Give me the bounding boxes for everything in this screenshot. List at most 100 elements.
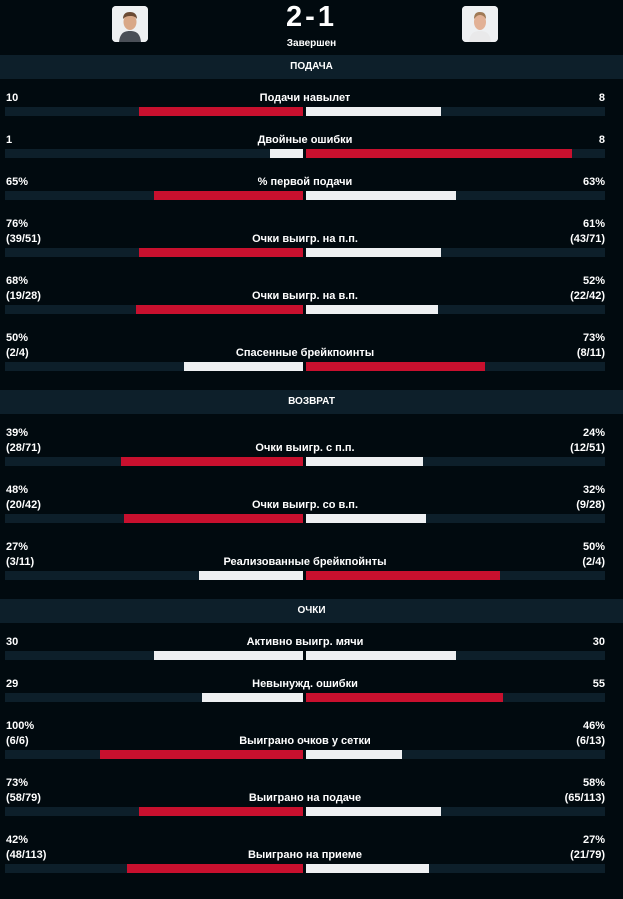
left-bar-track <box>5 651 303 660</box>
left-bar-track <box>5 514 303 523</box>
right-bar-fill <box>306 149 572 158</box>
left-bar-fill <box>202 693 303 702</box>
right-bar-fill <box>306 457 423 466</box>
left-player-value: 27% (3/11) <box>6 541 35 568</box>
stat-row: 30 30 Активно выигр. мячи <box>0 635 623 677</box>
left-player-value: 30 <box>6 636 19 648</box>
right-player-value: 61% (43/71) <box>570 218 605 245</box>
left-bar-track <box>5 362 303 371</box>
left-bar-track <box>5 191 303 200</box>
stat-label: Выиграно на подаче <box>248 792 362 804</box>
left-player-value: 65% <box>6 176 29 188</box>
left-bar-fill <box>154 651 303 660</box>
right-bar-fill <box>306 807 441 816</box>
stat-row: 1 8 Двойные ошибки <box>0 133 623 175</box>
right-player-value: 58% (65/113) <box>564 777 605 804</box>
right-bar-track <box>306 149 605 158</box>
right-player-value: 52% (22/42) <box>570 275 605 302</box>
right-bar-fill <box>306 191 456 200</box>
left-player-value: 76% (39/51) <box>6 218 41 245</box>
stat-row: 29 55 Невынужд. ошибки <box>0 677 623 719</box>
right-player-value: 24% (12/51) <box>570 427 605 454</box>
left-player-value: 29 <box>6 678 19 690</box>
stat-label: Подачи навылет <box>259 92 351 104</box>
left-player-value: 48% (20/42) <box>6 484 41 511</box>
right-bar-track <box>306 457 605 466</box>
stat-label: Двойные ошибки <box>257 134 353 146</box>
stat-row: 50% (2/4) 73% (8/11) Спасенные брейкпоинты <box>0 331 623 390</box>
left-bar-fill <box>139 107 303 116</box>
stat-row: 73% (58/79) 58% (65/113) Выиграно на подач… <box>0 776 623 833</box>
stat-row: 100% (6/6) 46% (6/13) Выиграно очков у сет… <box>0 719 623 776</box>
left-bar-fill <box>270 149 303 158</box>
right-bar-track <box>306 107 605 116</box>
match-status: Завершен <box>286 38 337 49</box>
stat-label: Очки выигр. с п.п. <box>255 442 355 454</box>
right-bar-track <box>306 514 605 523</box>
player-left-avatar-icon[interactable] <box>112 6 148 42</box>
right-bar-fill <box>306 514 426 523</box>
right-bar-track <box>306 651 605 660</box>
right-bar-track <box>306 191 605 200</box>
stat-label: Невынужд. ошибки <box>252 678 358 690</box>
left-player-value: 42% (48/113) <box>6 834 47 861</box>
left-bar-track <box>5 107 303 116</box>
stat-label: % первой подачи <box>257 176 353 188</box>
stat-label: Реализованные брейкпойнты <box>223 556 387 568</box>
left-player-value: 39% (28/71) <box>6 427 41 454</box>
right-player-value: 30 <box>592 636 605 648</box>
right-bar-track <box>306 571 605 580</box>
left-bar-track <box>5 305 303 314</box>
left-player-value: 73% (58/79) <box>6 777 41 804</box>
right-bar-track <box>306 305 605 314</box>
left-player-value: 68% (19/28) <box>6 275 41 302</box>
right-bar-fill <box>306 651 456 660</box>
left-bar-track <box>5 807 303 816</box>
left-player-value: 50% (2/4) <box>6 332 29 359</box>
right-bar-track <box>306 693 605 702</box>
right-bar-track <box>306 362 605 371</box>
stat-row: 10 8 Подачи навылет <box>0 91 623 133</box>
left-player-value: 1 <box>6 134 13 146</box>
right-player-value: 8 <box>598 92 605 104</box>
left-bar-fill <box>136 305 303 314</box>
match-header: 2-1 Завершен <box>0 0 623 55</box>
right-player-value: 32% (9/28) <box>576 484 605 511</box>
left-bar-track <box>5 750 303 759</box>
stat-label: Очки выигр. на в.п. <box>252 290 358 302</box>
stat-label: Выиграно на приеме <box>247 849 363 861</box>
stat-row: 76% (39/51) 61% (43/71) Очки выигр. на п.п… <box>0 217 623 274</box>
right-bar-fill <box>306 107 441 116</box>
right-player-value: 50% (2/4) <box>582 541 605 568</box>
stat-label: Очки выигр. на п.п. <box>252 233 358 245</box>
left-bar-fill <box>139 248 303 257</box>
left-bar-fill <box>127 864 303 873</box>
stat-label: Выиграно очков у сетки <box>239 735 371 747</box>
stat-row: 39% (28/71) 24% (12/51) Очки выигр. с п.п. <box>0 426 623 483</box>
left-bar-fill <box>139 807 303 816</box>
statistics-panel: ПОДАЧА 10 8 Подачи навылет 1 8 Двойные ошибки 6… <box>0 55 623 892</box>
stat-row: 65% 63% % первой подачи <box>0 175 623 217</box>
left-bar-track <box>5 248 303 257</box>
left-bar-track <box>5 864 303 873</box>
right-bar-fill <box>306 362 485 371</box>
left-bar-track <box>5 457 303 466</box>
right-bar-fill <box>306 248 441 257</box>
match-score: 2-1 <box>286 1 337 33</box>
left-bar-fill <box>124 514 303 523</box>
right-player-value: 46% (6/13) <box>576 720 605 747</box>
left-bar-fill <box>184 362 303 371</box>
section-header: ОЧКИ <box>0 599 623 623</box>
left-player-value: 100% (6/6) <box>6 720 35 747</box>
right-player-value: 63% <box>582 176 605 188</box>
left-player-value: 10 <box>6 92 19 104</box>
right-bar-fill <box>306 750 402 759</box>
right-bar-track <box>306 807 605 816</box>
left-bar-track <box>5 693 303 702</box>
left-bar-fill <box>121 457 303 466</box>
player-right-avatar-icon[interactable] <box>462 6 498 42</box>
stat-row: 42% (48/113) 27% (21/79) Выиграно на прием… <box>0 833 623 892</box>
stat-row: 48% (20/42) 32% (9/28) Очки выигр. со в.п. <box>0 483 623 540</box>
stat-label: Активно выигр. мячи <box>246 636 364 648</box>
right-bar-track <box>306 864 605 873</box>
